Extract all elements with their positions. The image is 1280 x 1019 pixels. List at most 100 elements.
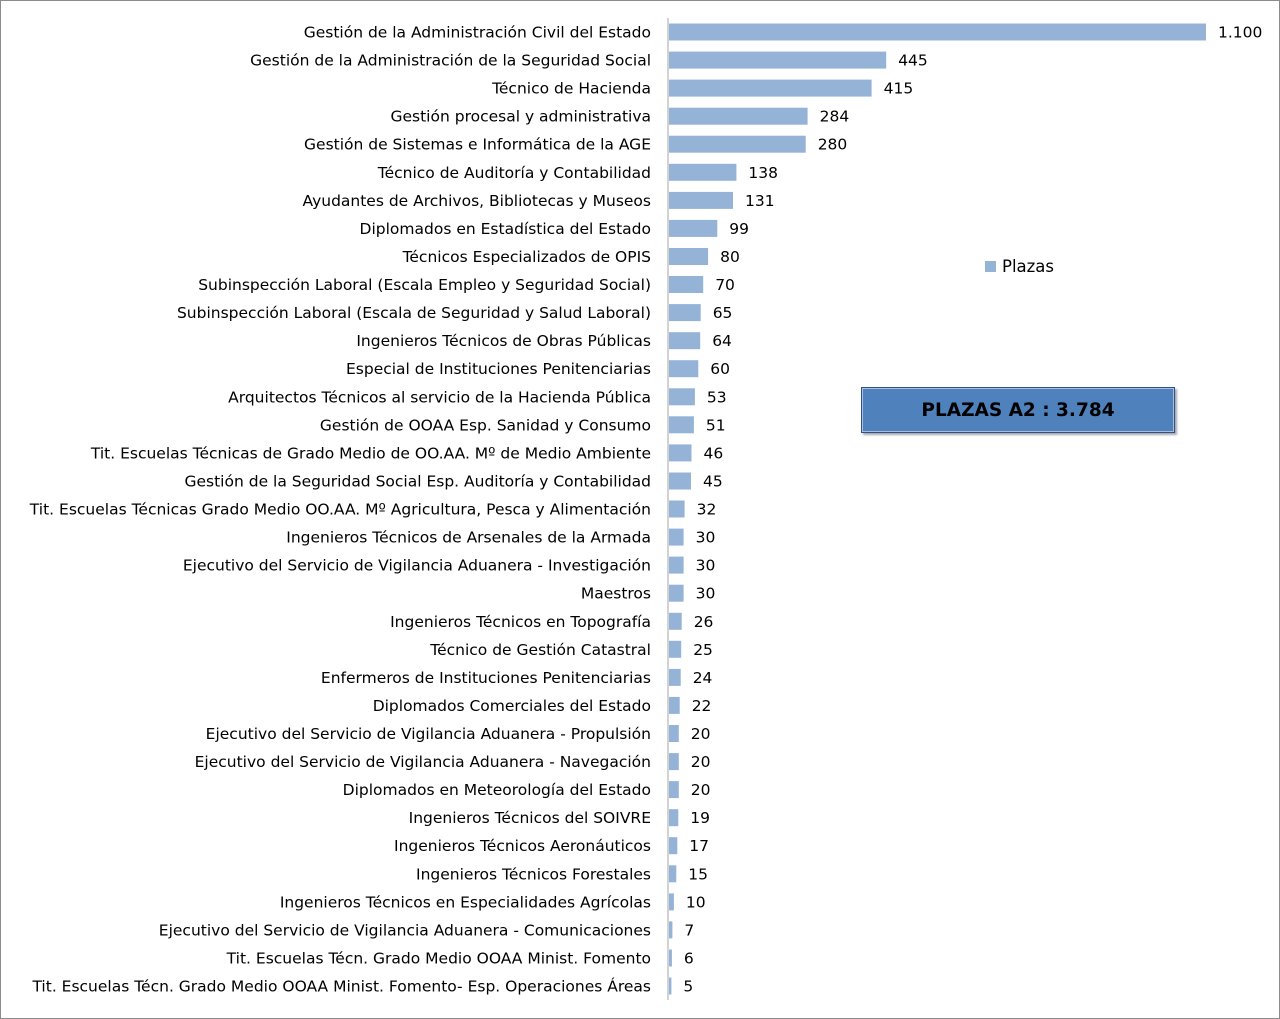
category-label: Gestión procesal y administrativa <box>390 108 651 126</box>
data-label: 60 <box>710 360 730 378</box>
category-label: Diplomados en Estadística del Estado <box>360 220 651 238</box>
data-label: 5 <box>683 978 693 996</box>
data-label: 53 <box>707 388 727 406</box>
data-label: 70 <box>715 276 735 294</box>
data-label: 64 <box>712 332 732 350</box>
category-label: Ayudantes de Archivos, Bibliotecas y Mus… <box>303 192 651 210</box>
legend-label: Plazas <box>1002 257 1055 276</box>
data-label: 7 <box>684 921 694 939</box>
bar <box>669 893 674 911</box>
legend: Plazas <box>985 257 1054 276</box>
data-label: 20 <box>691 781 711 799</box>
category-label: Arquitectos Técnicos al servicio de la H… <box>228 388 651 406</box>
data-label: 46 <box>704 444 724 462</box>
data-label: 10 <box>686 893 706 911</box>
bar <box>669 79 872 97</box>
category-label: Ingenieros Técnicos del SOIVRE <box>409 809 651 827</box>
bar <box>669 696 680 714</box>
bar <box>669 809 679 827</box>
bar <box>669 107 808 125</box>
category-label: Tit. Escuelas Técn. Grado Medio OOAA Min… <box>31 977 651 996</box>
category-label: Ingenieros Técnicos de Arsenales de la A… <box>286 529 651 547</box>
data-label: 65 <box>713 304 733 322</box>
data-label: 45 <box>703 473 723 491</box>
category-label: Diplomados en Meteorología del Estado <box>343 781 651 799</box>
category-label: Gestión de la Administración de la Segur… <box>250 52 651 70</box>
category-label: Gestión de la Seguridad Social Esp. Audi… <box>184 473 651 491</box>
category-label: Tit. Escuelas Técn. Grado Medio OOAA Min… <box>226 950 651 968</box>
data-label: 24 <box>693 669 713 687</box>
bar <box>669 248 709 265</box>
category-label: Gestión de Sistemas e Informática de la … <box>304 136 651 154</box>
category-label: Tit. Escuelas Técnicas de Grado Medio de… <box>90 444 651 462</box>
data-label: 6 <box>684 950 694 968</box>
bar <box>669 640 682 658</box>
data-label: 32 <box>697 501 717 519</box>
category-label: Gestión de la Administración Civil del E… <box>304 24 651 42</box>
bar <box>669 416 694 434</box>
category-label: Enfermeros de Instituciones Penitenciari… <box>321 669 651 687</box>
bar <box>669 219 718 237</box>
bar <box>669 725 679 742</box>
bar <box>669 23 1206 41</box>
category-label: Especial de Instituciones Penitenciarias <box>346 360 651 378</box>
bar <box>669 500 685 518</box>
bar <box>669 163 737 181</box>
bar <box>669 668 681 686</box>
bar <box>669 556 684 574</box>
category-label: Técnicos Especializados de OPIS <box>402 248 651 266</box>
data-label: 80 <box>720 248 740 266</box>
bar <box>669 304 701 322</box>
category-label: Ingenieros Técnicos en Topografía <box>390 613 651 631</box>
data-label: 30 <box>696 557 716 575</box>
category-label: Técnico de Auditoría y Contabilidad <box>377 164 651 182</box>
bar <box>669 612 682 630</box>
category-label: Técnico de Hacienda <box>491 80 651 98</box>
data-label: 51 <box>706 416 726 434</box>
category-label: Diplomados Comerciales del Estado <box>373 697 651 715</box>
data-label: 445 <box>898 52 928 70</box>
bar <box>669 135 806 153</box>
bar <box>669 191 733 209</box>
category-label: Gestión de OOAA Esp. Sanidad y Consumo <box>320 416 651 434</box>
bar <box>669 753 679 771</box>
category-label: Tit. Escuelas Técnicas Grado Medio OO.AA… <box>29 501 651 519</box>
data-label: 20 <box>691 725 711 743</box>
category-label: Ingenieros Técnicos Forestales <box>416 865 651 883</box>
data-label-group: 1.10044541528428013813199807065646053514… <box>683 24 1262 996</box>
category-label: Ejecutivo del Servicio de Vigilancia Adu… <box>183 557 651 575</box>
bar <box>669 584 684 602</box>
data-label: 25 <box>693 641 713 659</box>
bar <box>669 51 887 69</box>
data-label: 1.100 <box>1218 24 1262 42</box>
bar <box>669 472 691 490</box>
legend-swatch <box>985 261 996 272</box>
bar <box>669 921 673 939</box>
data-label: 131 <box>745 192 775 210</box>
bar <box>669 360 699 378</box>
bar <box>669 977 672 995</box>
bar <box>669 865 677 883</box>
data-label: 17 <box>689 837 709 855</box>
category-label-group: Gestión de la Administración Civil del E… <box>29 24 651 996</box>
bar <box>669 276 704 293</box>
bar <box>669 388 695 406</box>
bar <box>669 949 672 967</box>
category-label: Ingenieros Técnicos Aeronáuticos <box>394 837 651 855</box>
bar <box>669 837 678 855</box>
data-label: 284 <box>820 108 850 126</box>
data-label: 20 <box>691 753 711 771</box>
bar <box>669 332 701 350</box>
data-label: 22 <box>692 697 712 715</box>
category-label: Ingenieros Técnicos en Especialidades Ag… <box>280 893 651 911</box>
bar <box>669 781 679 799</box>
category-label: Ejecutivo del Servicio de Vigilancia Adu… <box>195 753 651 771</box>
data-label: 19 <box>690 809 710 827</box>
data-label: 99 <box>729 220 749 238</box>
data-label: 280 <box>818 136 848 154</box>
total-plazas-label: PLAZAS A2 : 3.784 <box>921 399 1115 421</box>
bar <box>669 444 692 462</box>
category-label: Ejecutivo del Servicio de Vigilancia Adu… <box>206 725 651 743</box>
